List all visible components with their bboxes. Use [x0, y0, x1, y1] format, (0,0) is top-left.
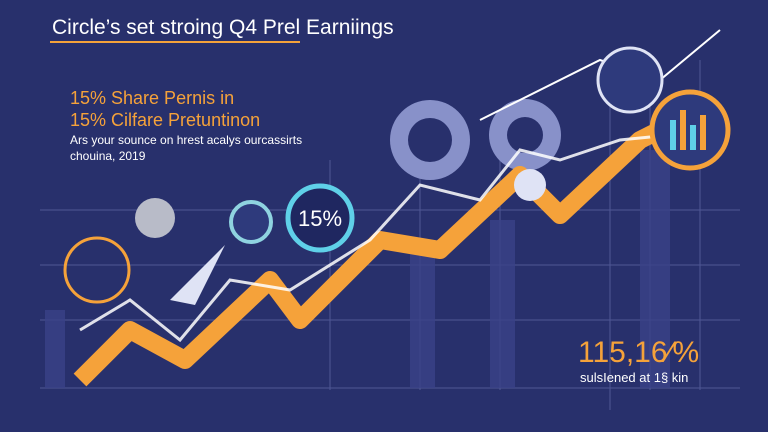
intro-line: 15% Cilfare Pretuntinon — [70, 110, 260, 130]
chart-circle — [596, 46, 664, 114]
mini-bar — [670, 120, 676, 150]
badge-label: 15% — [298, 206, 342, 231]
intro-caption: Ars your sounce on hrest acalys ourcassi… — [70, 133, 302, 147]
clock — [229, 200, 273, 244]
trend-line-secondary — [79, 128, 721, 343]
gear-hole — [507, 117, 543, 153]
gears — [390, 99, 561, 180]
globe — [135, 198, 175, 238]
coin-small — [514, 169, 546, 201]
mini-bar — [680, 110, 686, 150]
intro-line: 15% Share Pernis in — [70, 88, 234, 108]
bar — [640, 150, 670, 388]
bar — [490, 220, 515, 388]
coin — [63, 236, 131, 304]
trend-line — [73, 101, 705, 387]
highlight-caption: sulsIened at 1§ kin — [580, 370, 688, 385]
mini-bars — [670, 110, 706, 150]
highlight-figure: 115,16⁄% — [578, 336, 699, 369]
percent-badge — [285, 183, 355, 253]
bars — [45, 150, 670, 388]
mini-bar — [690, 125, 696, 150]
bar — [410, 240, 435, 388]
arrow — [170, 245, 225, 305]
intro-date: chouina, 2019 — [70, 149, 146, 163]
gear-hole — [408, 118, 452, 162]
bar — [45, 310, 65, 388]
mini-bar — [700, 115, 706, 150]
title: Circle’s set stroing Q4 Prel Earniings — [52, 16, 394, 39]
